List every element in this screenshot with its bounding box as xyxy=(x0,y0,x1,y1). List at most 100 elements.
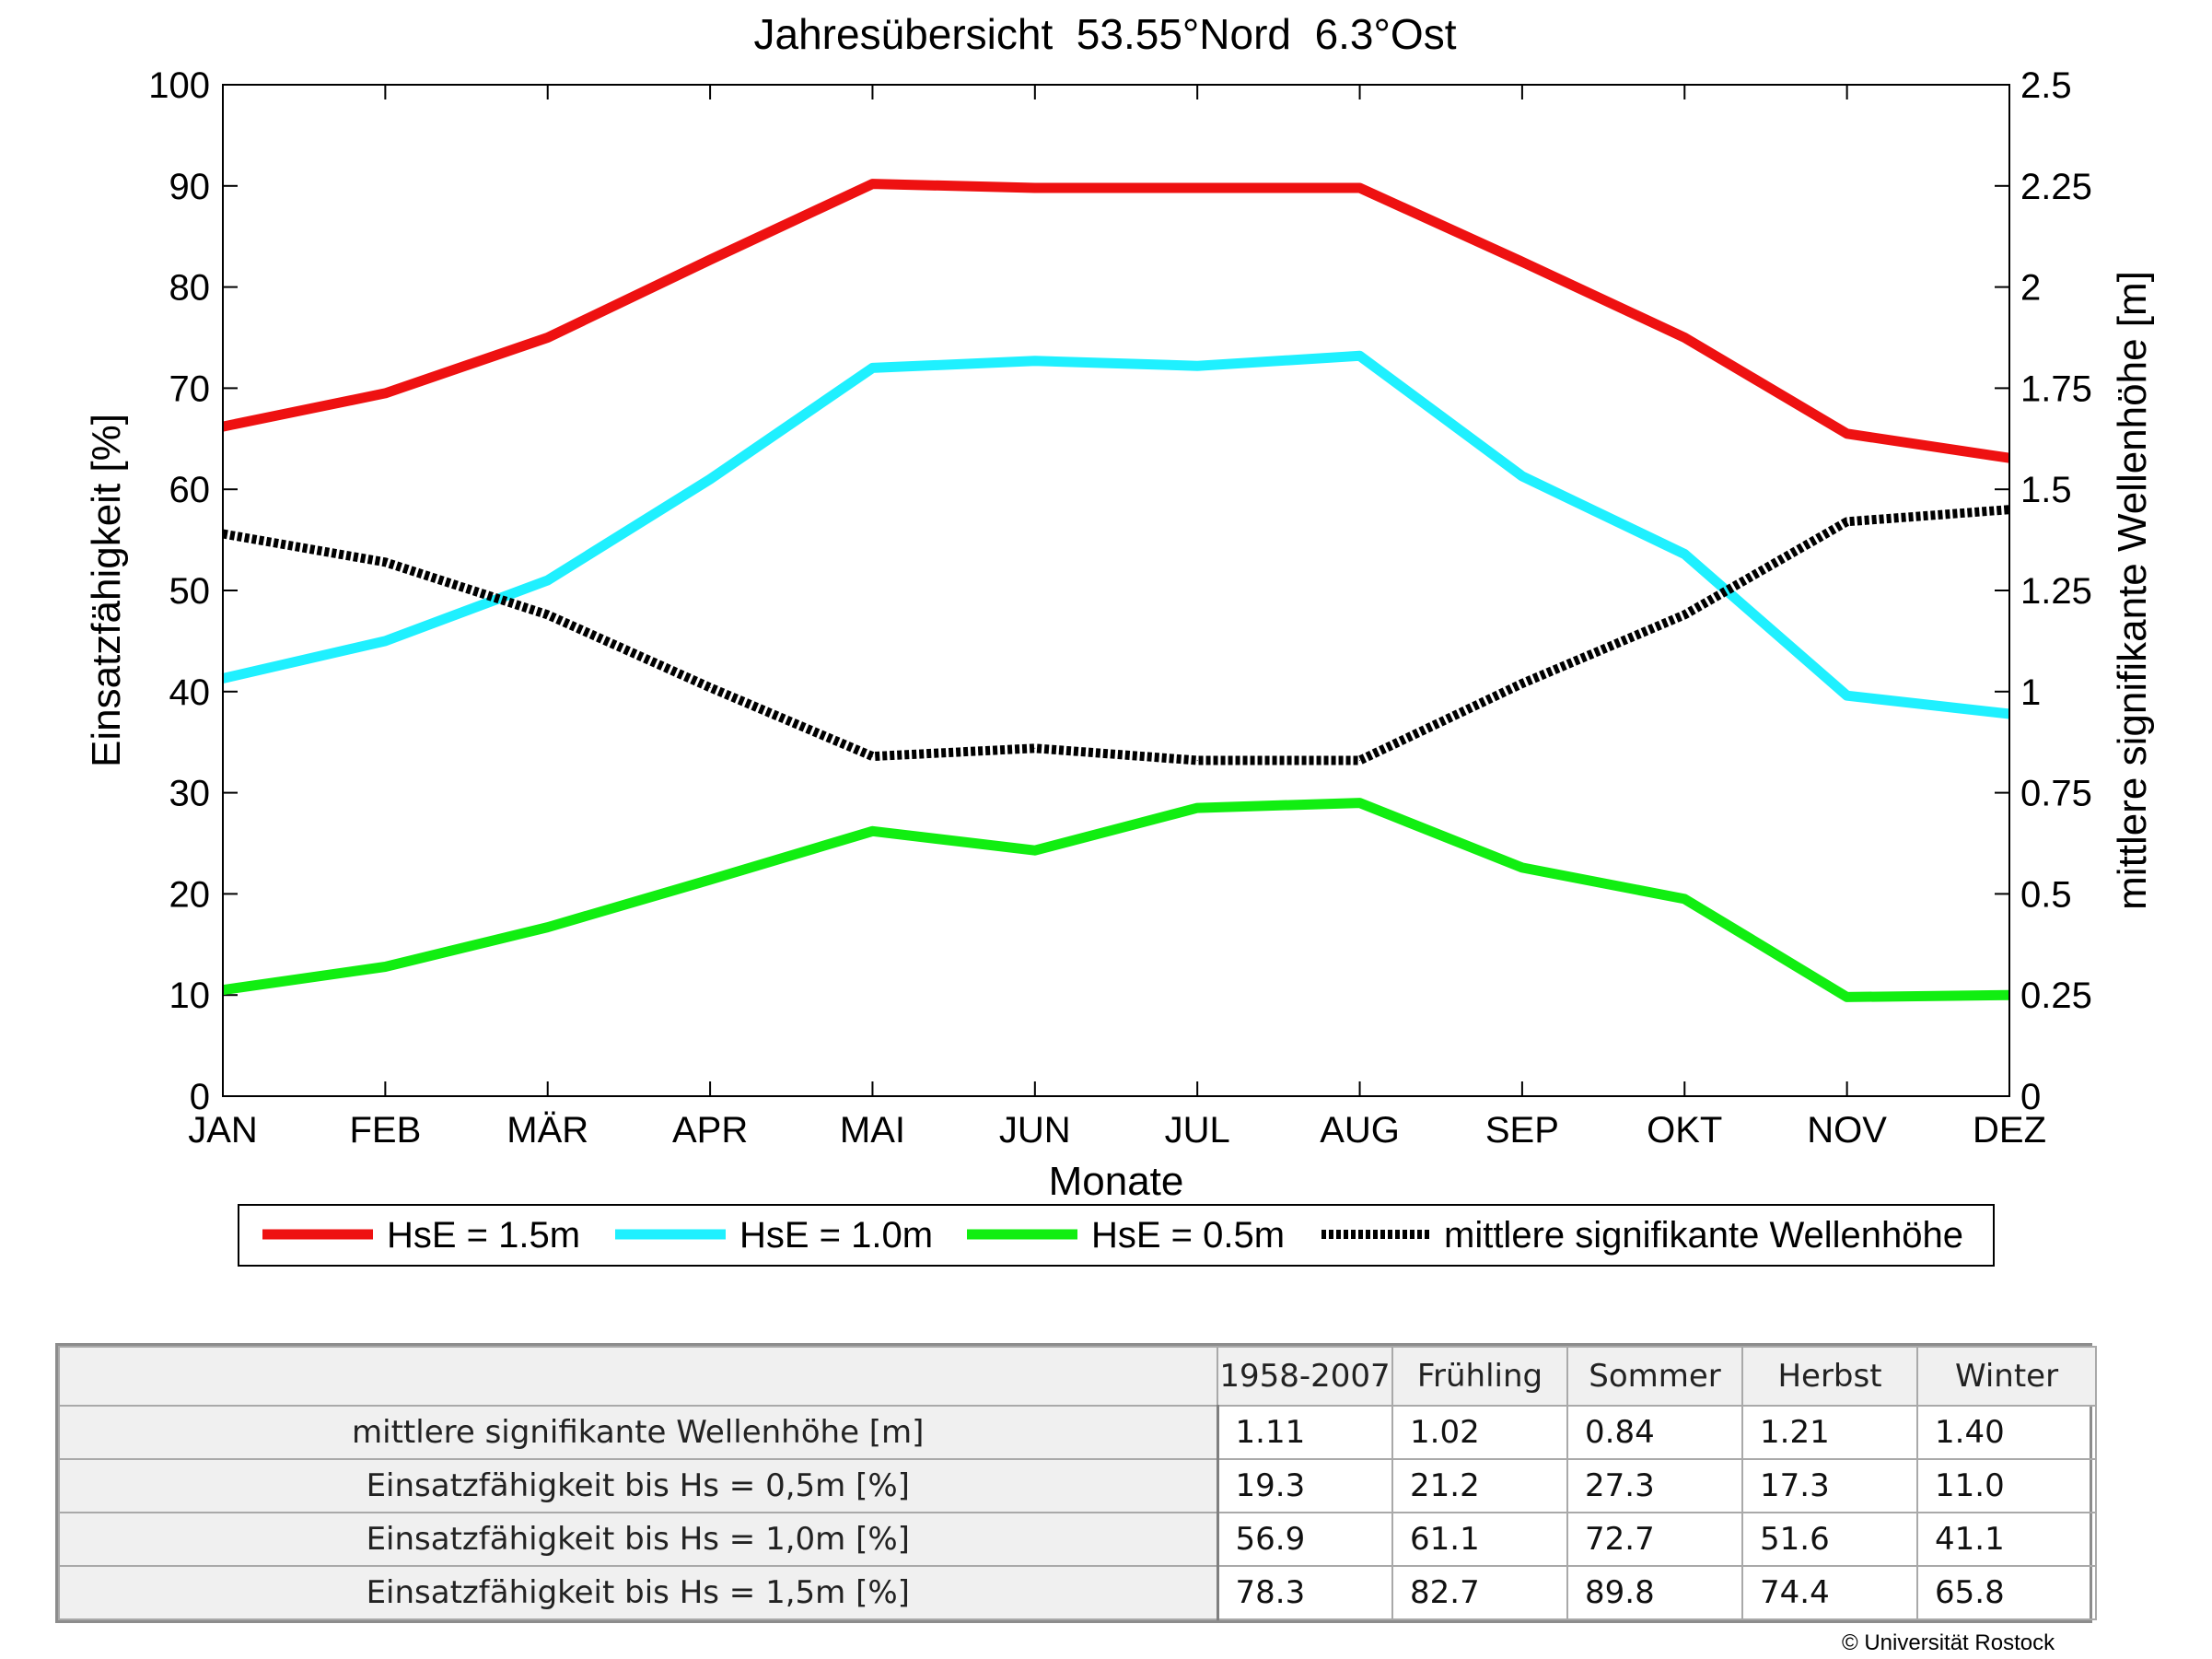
data-point xyxy=(1521,867,1523,869)
y-right-tick-label: 2.5 xyxy=(2020,65,2072,106)
data-point xyxy=(1846,695,1848,696)
table-cell: 1.11 xyxy=(1217,1405,1393,1460)
y-left-tick-label: 30 xyxy=(169,774,211,814)
legend: HsE = 1.5m HsE = 1.0m HsE = 0.5m mittlere s… xyxy=(238,1204,1995,1267)
statistics-table: 1958-2007 Frühling Sommer Herbst Winter … xyxy=(55,1343,2097,1623)
y-right-tick-label: 0.75 xyxy=(2020,774,2092,814)
y-right-tick-label: 1.75 xyxy=(2020,368,2092,409)
table-cell: 56.9 xyxy=(1217,1512,1393,1567)
legend-label: HsE = 0.5m xyxy=(1091,1215,1285,1256)
table-cell: 41.1 xyxy=(1916,1512,2097,1567)
column-header[interactable]: Winter xyxy=(1916,1346,2097,1407)
table-cell: 11.0 xyxy=(1916,1458,2097,1513)
table-cell: 21.2 xyxy=(1391,1458,1568,1513)
data-point xyxy=(1196,187,1198,189)
chart: Jahresübersicht 53.55°Nord 6.3°Ost JAN FE… xyxy=(84,10,2155,1267)
y-left-tick-labels: 0 10 20 30 40 50 60 70 80 90 100 xyxy=(148,65,210,1117)
data-point xyxy=(1034,849,1036,851)
table-cell: 19.3 xyxy=(1217,1458,1393,1513)
y-left-axis-label: Einsatzfähigkeit [%] xyxy=(84,414,129,767)
series-line-0 xyxy=(221,179,2010,463)
table-cell: 78.3 xyxy=(1217,1565,1393,1620)
data-point xyxy=(384,561,386,563)
column-header[interactable]: 1958-2007 xyxy=(1217,1346,1393,1407)
data-point xyxy=(1034,360,1036,362)
data-point xyxy=(1521,261,1523,263)
data-point xyxy=(1683,337,1685,338)
data-point xyxy=(1359,759,1361,761)
x-tick-label: AUG xyxy=(1320,1110,1400,1151)
data-point xyxy=(1846,433,1848,435)
legend-box xyxy=(238,1204,1995,1267)
data-point xyxy=(1359,187,1361,189)
y-right-axis-label: mittlere signifikante Wellenhöhe [m] xyxy=(2110,271,2155,910)
data-point xyxy=(709,478,711,480)
x-tick-label: JUL xyxy=(1165,1110,1230,1151)
column-header[interactable]: Sommer xyxy=(1566,1346,1743,1407)
x-tick-label: OKT xyxy=(1647,1110,1722,1151)
data-point xyxy=(547,337,549,338)
series-line-1 xyxy=(221,350,2010,719)
y-left-tick-label: 90 xyxy=(169,167,211,207)
table-cell: 1.02 xyxy=(1391,1405,1568,1460)
legend-label: HsE = 1.5m xyxy=(387,1215,580,1256)
data-point xyxy=(871,830,873,832)
y-right-tick-label: 0.25 xyxy=(2020,976,2092,1016)
y-left-tick-label: 0 xyxy=(190,1077,210,1117)
x-tick-label: APR xyxy=(672,1110,748,1151)
table-corner-cell xyxy=(58,1346,1218,1407)
data-point xyxy=(384,392,386,394)
data-point xyxy=(1683,898,1685,900)
x-tick-label: MAI xyxy=(840,1110,905,1151)
plot-series xyxy=(221,179,2010,1002)
data-point xyxy=(1034,747,1036,749)
table-row: Einsatzfähigkeit bis Hs = 1,0m [%] 56.9 … xyxy=(58,1512,2097,1567)
column-header[interactable]: Frühling xyxy=(1391,1346,1568,1407)
statistics-table-grid: 1958-2007 Frühling Sommer Herbst Winter … xyxy=(58,1346,2097,1620)
row-header: Einsatzfähigkeit bis Hs = 1,0m [%] xyxy=(58,1512,1219,1567)
data-point xyxy=(871,755,873,757)
y-left-tick-label: 10 xyxy=(169,976,211,1016)
table-cell: 27.3 xyxy=(1566,1458,1743,1513)
table-cell: 72.7 xyxy=(1566,1512,1743,1567)
x-tick-label: JAN xyxy=(188,1110,258,1151)
row-header: Einsatzfähigkeit bis Hs = 0,5m [%] xyxy=(58,1458,1219,1513)
data-point xyxy=(709,259,711,261)
x-tick-label: JUN xyxy=(999,1110,1071,1151)
table-header-row: 1958-2007 Frühling Sommer Herbst Winter xyxy=(58,1346,2097,1407)
x-tick-label: FEB xyxy=(349,1110,421,1151)
y-left-tick-label: 100 xyxy=(148,65,210,106)
data-point xyxy=(384,640,386,642)
data-point xyxy=(1683,613,1685,615)
data-point xyxy=(1846,520,1848,522)
y-left-tick-label: 80 xyxy=(169,268,211,309)
row-header: Einsatzfähigkeit bis Hs = 1,5m [%] xyxy=(58,1565,1219,1620)
data-point xyxy=(871,183,873,185)
x-tick-label: NOV xyxy=(1807,1110,1887,1151)
y-left-tick-label: 50 xyxy=(169,571,211,612)
chart-title: Jahresübersicht 53.55°Nord 6.3°Ost xyxy=(754,10,1457,58)
data-point xyxy=(547,927,549,929)
y-right-tick-label: 0 xyxy=(2020,1077,2041,1117)
x-tick-labels: JAN FEB MÄR APR MAI JUN JUL AUG SEP OKT NOV DEZ xyxy=(188,1110,2046,1151)
data-point xyxy=(384,965,386,967)
data-point xyxy=(709,686,711,688)
y-left-tick-label: 20 xyxy=(169,874,211,915)
table-row: Einsatzfähigkeit bis Hs = 1,5m [%] 78.3 … xyxy=(58,1565,2097,1620)
data-point xyxy=(1846,996,1848,998)
table-cell: 89.8 xyxy=(1566,1565,1743,1620)
row-header: mittlere signifikante Wellenhöhe [m] xyxy=(58,1405,1219,1460)
data-point xyxy=(1196,365,1198,367)
series-line-3 xyxy=(222,505,2010,765)
data-point xyxy=(1196,759,1198,761)
table-cell: 65.8 xyxy=(1916,1565,2097,1620)
table-row: Einsatzfähigkeit bis Hs = 0,5m [%] 19.3 … xyxy=(58,1458,2097,1513)
x-tick-label: MÄR xyxy=(506,1110,588,1151)
column-header[interactable]: Herbst xyxy=(1741,1346,1918,1407)
data-point xyxy=(1359,802,1361,804)
data-point xyxy=(1521,475,1523,477)
table-cell: 1.40 xyxy=(1916,1405,2097,1460)
table-cell: 1.21 xyxy=(1741,1405,1918,1460)
table-cell: 51.6 xyxy=(1741,1512,1918,1567)
plot-frame xyxy=(222,84,2010,1097)
